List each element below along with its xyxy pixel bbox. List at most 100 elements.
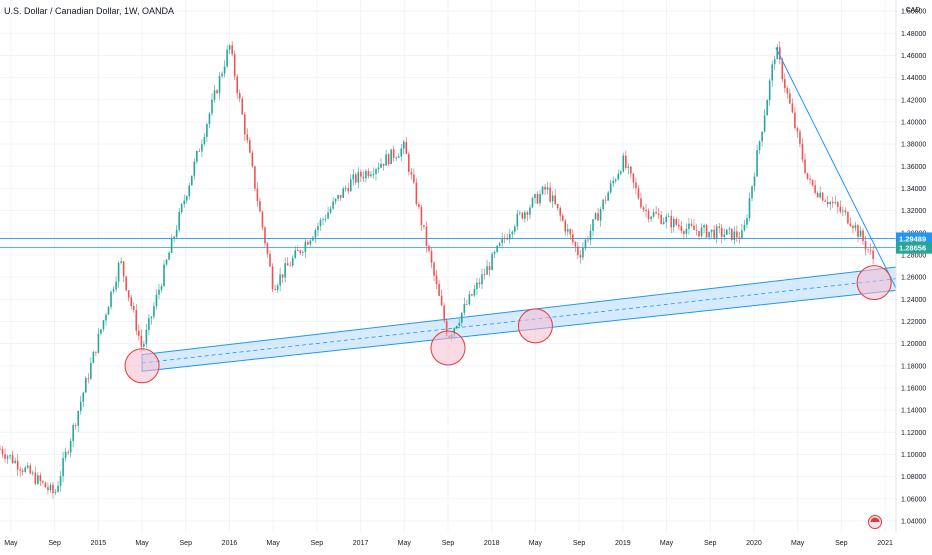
candle-body — [299, 250, 302, 253]
candle-body — [137, 330, 140, 336]
chart-title: U.S. Dollar / Canadian Dollar, 1W, OANDA — [4, 6, 175, 16]
candle-body — [49, 484, 52, 490]
y-tick-label: 1.12000 — [901, 430, 926, 437]
candle-body — [77, 410, 80, 426]
candle-body — [241, 98, 244, 115]
candle-body — [57, 485, 59, 492]
candle-body — [493, 251, 496, 254]
candle-body — [491, 253, 493, 270]
candle-body — [322, 219, 324, 221]
candle-body — [796, 128, 799, 132]
candle-body — [488, 266, 491, 270]
candle-body — [105, 314, 107, 321]
candle-body — [261, 211, 264, 228]
candle-body — [236, 76, 239, 94]
candle-body — [425, 226, 428, 247]
candle-body — [698, 230, 700, 237]
candle-body — [824, 200, 826, 202]
candle-body — [294, 250, 297, 258]
candle-body — [286, 263, 289, 266]
candle-body — [625, 155, 627, 168]
candle-body — [317, 226, 319, 231]
candle-body — [289, 265, 292, 267]
candle-body — [304, 242, 307, 252]
candle-body — [725, 229, 728, 235]
descending-trendline[interactable] — [775, 47, 897, 289]
highlight-circle[interactable] — [517, 308, 553, 344]
candle-body — [700, 227, 703, 237]
candle-body — [9, 455, 11, 457]
candle-body — [180, 203, 183, 212]
x-tick-label: 2016 — [222, 540, 238, 547]
candle-body — [473, 289, 476, 296]
candle-body — [168, 252, 170, 260]
candle-body — [438, 284, 440, 296]
candle-body — [667, 215, 670, 217]
price-axis[interactable]: CAD 1.50000 1.48000 1.46000 1.44000 1.42000 1… — [895, 0, 932, 532]
candle-body — [226, 49, 228, 67]
support-channel[interactable] — [141, 266, 897, 372]
candle-body — [468, 294, 471, 305]
candle-body — [685, 228, 688, 234]
candle-body — [433, 262, 435, 276]
candle-body — [847, 212, 849, 224]
candle-body — [29, 465, 32, 474]
highlight-circle[interactable] — [124, 348, 160, 384]
candle-body — [52, 484, 54, 494]
candle-body — [766, 100, 768, 116]
candle-body — [213, 90, 216, 100]
y-tick-label: 1.34000 — [901, 186, 926, 193]
grid — [0, 0, 896, 532]
candle-body — [165, 259, 168, 265]
candle-body — [375, 169, 377, 175]
candle-body — [271, 266, 274, 290]
candle-body — [251, 152, 254, 167]
candle-body — [380, 163, 382, 168]
highlight-circle[interactable] — [856, 265, 892, 301]
candle-body — [92, 351, 95, 364]
candle-body — [627, 166, 630, 168]
candle-body — [748, 198, 751, 219]
time-axis[interactable]: May Sep 2015 May Sep 2016 May Sep 2017 May Sep 2018… — [4, 540, 893, 547]
candle-body — [551, 195, 554, 202]
candle-body — [857, 225, 859, 237]
candle-body — [228, 45, 231, 50]
candle-body — [781, 59, 784, 80]
candle-body — [102, 320, 105, 330]
candle-body — [794, 112, 796, 129]
y-tick-label: 1.10000 — [901, 452, 926, 459]
candle-body — [130, 297, 133, 307]
candle-body — [720, 227, 723, 237]
candle-body — [377, 167, 380, 170]
price-lines[interactable] — [0, 238, 896, 249]
candle-body — [630, 166, 632, 174]
candle-body — [574, 242, 577, 247]
candle-body — [259, 201, 261, 212]
candle-body — [804, 159, 806, 173]
x-tick-label: May — [660, 540, 674, 547]
candle-body — [831, 201, 834, 204]
candle-body — [710, 229, 713, 232]
candle-body — [296, 250, 299, 252]
candle-body — [481, 274, 483, 285]
candle-body — [90, 363, 92, 379]
candle-body — [708, 231, 710, 238]
candle-body — [776, 47, 779, 60]
candle-body — [604, 199, 607, 201]
trendline[interactable] — [775, 47, 897, 289]
y-tick-label: 1.36000 — [901, 164, 926, 171]
highlight-circle[interactable] — [430, 330, 466, 366]
candle-body — [410, 171, 413, 175]
highlight-circles[interactable] — [124, 265, 892, 384]
candle-body — [546, 187, 549, 190]
candle-body — [319, 219, 322, 227]
y-tick-label: 1.04000 — [901, 518, 926, 525]
candle-body — [413, 174, 415, 183]
y-tick-label: 1.46000 — [901, 53, 926, 60]
channel-band[interactable] — [141, 266, 897, 372]
x-tick-label: Sep — [180, 540, 193, 547]
candle-body — [660, 214, 662, 224]
candle-body — [135, 310, 138, 331]
